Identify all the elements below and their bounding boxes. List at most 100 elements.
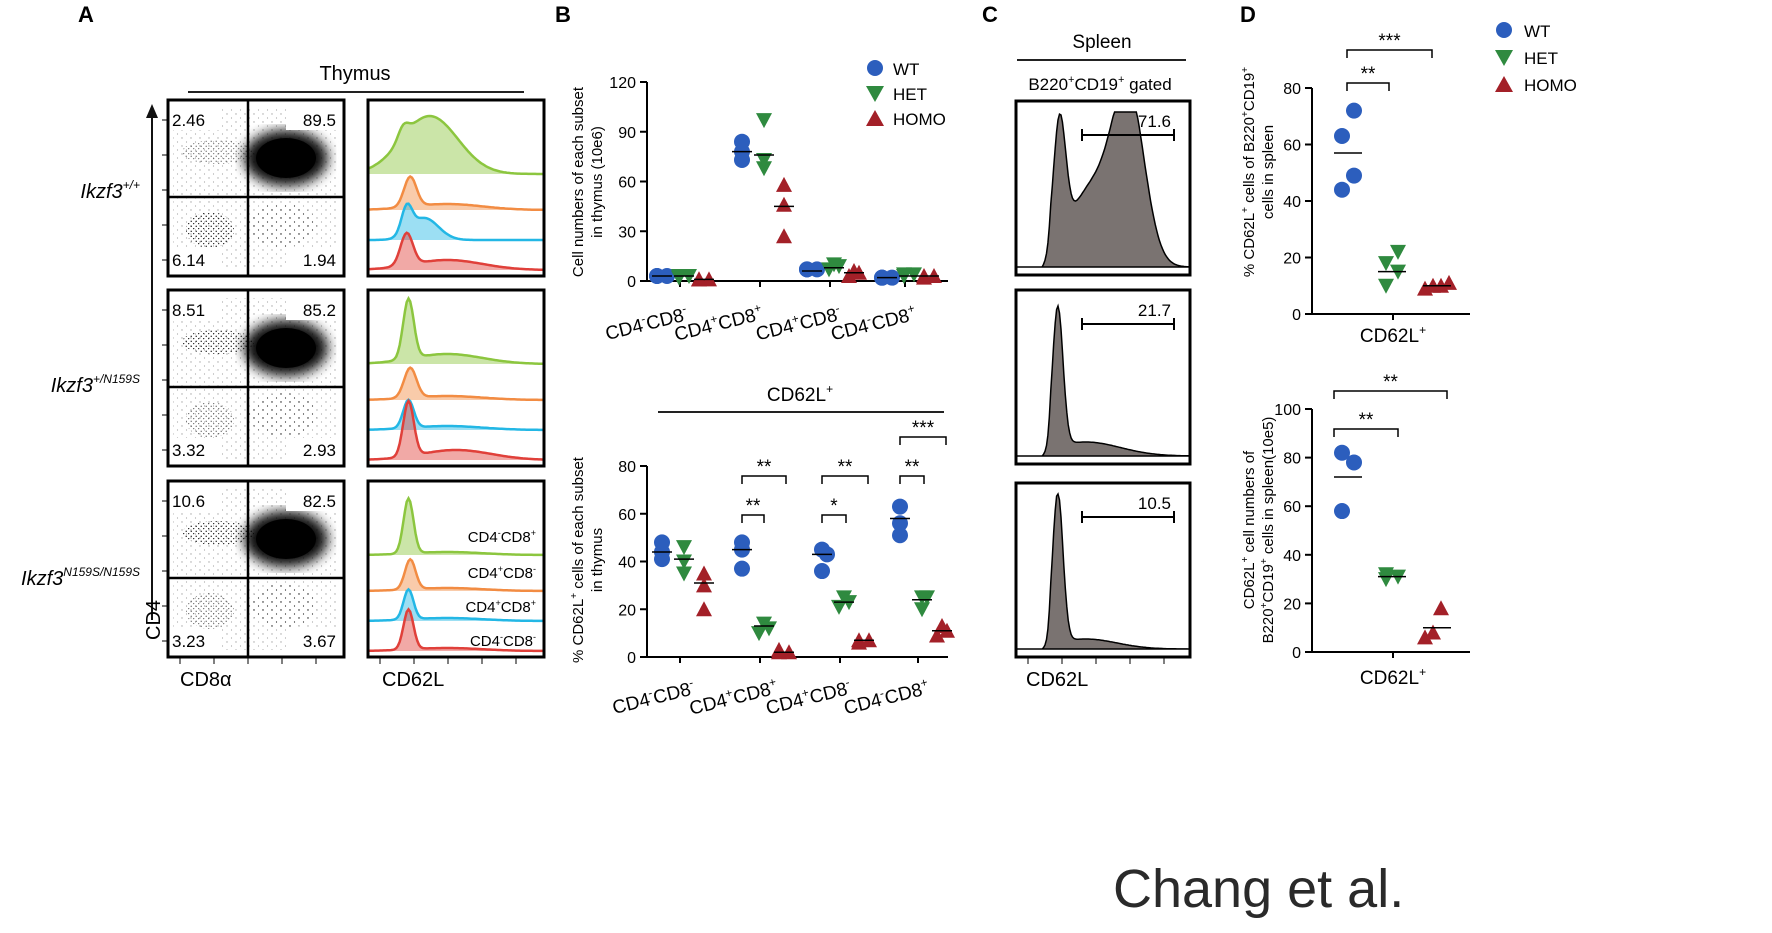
quadrant-value-ll: 6.14 [172, 251, 205, 270]
dp-label-bg [170, 629, 222, 651]
gate-percent: 21.7 [1138, 301, 1171, 320]
hist-line [367, 495, 544, 557]
d-legend-het-label: HET [1524, 49, 1558, 68]
dot-plot-1: 8.51 85.2 3.32 2.93 [162, 288, 346, 468]
hist-fill [368, 176, 544, 210]
legend-het-marker [866, 86, 884, 102]
subset-label-part: CD4 [603, 315, 645, 345]
hist-line [367, 398, 544, 432]
data-point-homo [776, 228, 792, 244]
hist-legend-cd4pos-cd8pos: CD4+CD8+ [465, 598, 536, 616]
spleen-hist-fill [1016, 303, 1191, 457]
hist-fill [368, 203, 544, 240]
data-point-homo [929, 627, 945, 643]
panel-c: C Spleen B220+CD19+ gated 71.6 21.7 10.5 C… [982, 2, 1192, 691]
spleen-hist-2: 10.5 [1014, 481, 1192, 659]
significance-label: ** [757, 457, 772, 478]
data-point-wt [1334, 128, 1350, 145]
dp-label-bg [170, 298, 222, 320]
data-point-homo [934, 617, 950, 633]
significance-bracket [899, 475, 925, 484]
significance-bracket [741, 514, 765, 523]
subset-label-part: - [680, 301, 687, 316]
significance-bracket [1333, 428, 1399, 437]
hist-fill [368, 498, 544, 555]
data-point-het [756, 113, 772, 129]
data-point-het [676, 540, 692, 556]
significance-bracket [741, 475, 787, 484]
data-point-wt [1334, 503, 1350, 520]
spleen-gate-label: B220+CD19+ gated [1028, 74, 1171, 94]
b-top-ylabel-1: Cell numbers of each subset [570, 86, 587, 277]
subset-label-part: + [800, 685, 810, 700]
dp-frame [166, 98, 346, 278]
subset-label-part: + [724, 686, 734, 701]
panel-b: B WT HET HOMO Cell numbers of each subse… [555, 2, 955, 720]
b-bottom-xlabel: CD4-CD8- [610, 675, 697, 719]
y-tick-label: 60 [618, 507, 636, 524]
hist-line [368, 174, 545, 212]
hist-line [367, 557, 544, 593]
d-legend-wt-marker [1496, 22, 1512, 38]
quadrant-value-lr: 2.93 [303, 441, 336, 460]
dp-label-bg [286, 629, 338, 651]
b-top-xlabel: CD4+CD8+ [672, 301, 765, 346]
dp-label-bg [286, 108, 338, 130]
data-point-wt [734, 534, 750, 551]
subset-label-part: CD8 [716, 305, 758, 335]
y-tick-label: 60 [1283, 499, 1301, 516]
data-point-wt [892, 498, 908, 515]
panel-a-letter: A [78, 2, 94, 27]
significance-label: ** [746, 496, 761, 517]
dp-label-bg [170, 438, 222, 460]
hist-frame [366, 98, 546, 278]
b-bottom-xlabel: CD4-CD8+ [841, 675, 931, 719]
subset-label-part: - [640, 312, 647, 327]
subset-label-part: - [878, 686, 885, 701]
y-tick-label: 100 [1274, 402, 1301, 419]
y-tick-label: 60 [1283, 138, 1301, 155]
quadrant-value-ul: 10.6 [172, 492, 205, 511]
panel-b-letter: B [555, 2, 571, 27]
y-tick-label: 80 [1283, 451, 1301, 468]
data-point-wt [1346, 454, 1362, 471]
hist-legend-cd4neg-cd8neg: CD4-CD8- [470, 632, 536, 650]
arrow-head-icon [146, 104, 158, 118]
significance-label: * [830, 496, 838, 517]
y-tick-label: 120 [609, 75, 636, 92]
subset-label-part: - [834, 301, 841, 316]
y-tick-label: 40 [1283, 194, 1301, 211]
hist-frame [366, 288, 546, 468]
quadrant-value-ul: 2.46 [172, 111, 205, 130]
y-tick-label: 20 [1283, 596, 1301, 613]
data-point-het [836, 590, 852, 606]
data-point-wt [799, 261, 815, 278]
hist-line [367, 607, 544, 653]
quadrant-value-ul: 8.51 [172, 301, 205, 320]
data-point-homo [1433, 600, 1449, 616]
hist-frame [366, 479, 546, 659]
significance-label: *** [912, 418, 935, 439]
hist-fill [368, 559, 544, 591]
cd4-axis-label: CD4 [143, 600, 165, 640]
quadrant-value-lr: 3.67 [303, 632, 336, 651]
b-bottom-ylabel-2: in thymus [589, 528, 606, 592]
significance-label: ** [838, 457, 853, 478]
data-point-wt [654, 534, 670, 551]
subset-label-part: CD8 [883, 680, 925, 710]
panel-d: D WT HET HOMO % CD62L+ cells of B220+CD1… [1240, 2, 1577, 689]
dp-label-bg [170, 248, 222, 270]
b-bottom-xlabel: CD4+CD8- [763, 675, 853, 719]
dp-label-bg [170, 489, 222, 511]
quadrant-value-ll: 3.23 [172, 632, 205, 651]
spleen-hist-frame [1014, 99, 1192, 277]
data-point-homo [696, 601, 712, 617]
legend-wt-marker [867, 60, 883, 76]
dp-label-bg [170, 108, 222, 130]
subset-label-part: CD8 [870, 306, 912, 336]
d-top-ylabel-1: % CD62L+ cells of B220+CD19+ [1240, 67, 1258, 277]
quadrant-value-ur: 85.2 [303, 301, 336, 320]
d-legend-homo-label: HOMO [1524, 76, 1577, 95]
subset-label-part: CD4 [687, 690, 729, 720]
dp-scatter [173, 108, 339, 269]
